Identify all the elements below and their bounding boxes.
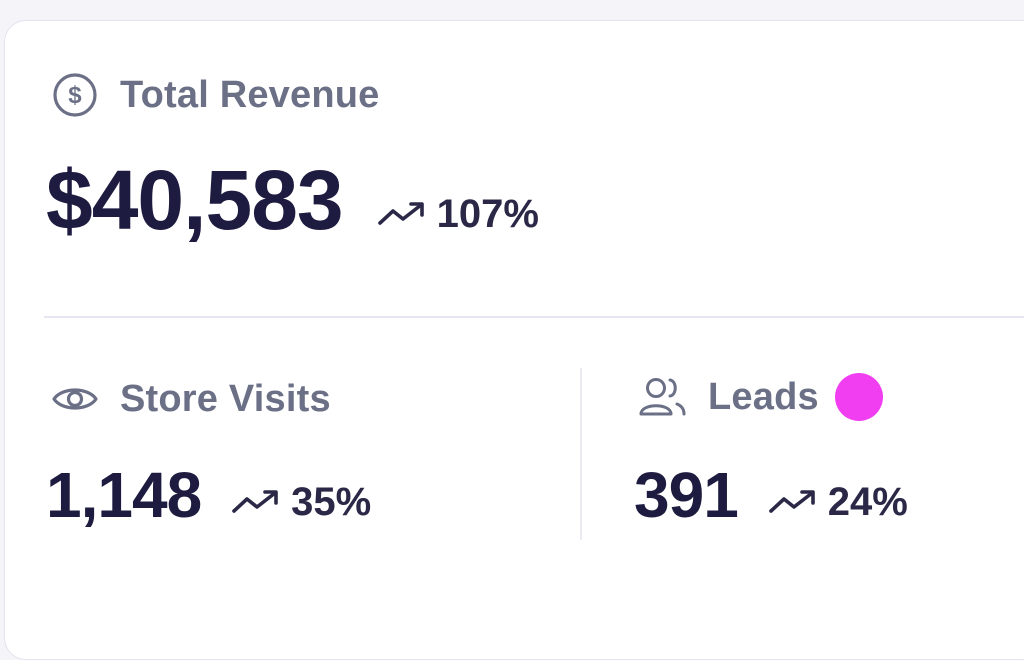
visits-trend: 35%	[231, 480, 371, 525]
vertical-divider	[580, 368, 582, 540]
visits-label-row: Store Visits	[50, 374, 331, 424]
leads-label-row: Leads	[636, 372, 883, 422]
dollar-circle-icon: $	[50, 70, 100, 120]
revenue-label: Total Revenue	[120, 73, 380, 116]
leads-trend: 24%	[768, 480, 908, 525]
leads-label: Leads	[708, 375, 819, 418]
trending-up-icon	[768, 490, 815, 513]
leads-value-row: 391 24%	[634, 458, 908, 532]
horizontal-divider	[44, 316, 1024, 318]
revenue-label-row: $ Total Revenue	[50, 70, 380, 120]
visits-value-row: 1,148 35%	[46, 458, 371, 532]
revenue-value: $40,583	[46, 153, 344, 247]
visits-value: 1,148	[46, 459, 202, 531]
trending-up-icon	[232, 490, 278, 513]
revenue-trend: 107%	[377, 192, 539, 237]
visits-label: Store Visits	[120, 377, 331, 420]
eye-icon	[50, 374, 100, 424]
revenue-change: 107%	[436, 191, 539, 236]
status-dot	[834, 373, 883, 421]
users-icon	[636, 372, 690, 422]
top-bar	[0, 0, 1024, 20]
svg-text:$: $	[68, 82, 82, 109]
visits-change: 35%	[291, 479, 372, 524]
metrics-card	[4, 20, 1024, 660]
trending-up-icon	[377, 202, 424, 225]
revenue-value-row: $40,583 107%	[46, 152, 539, 249]
leads-change: 24%	[827, 479, 908, 524]
leads-value: 391	[634, 459, 739, 531]
